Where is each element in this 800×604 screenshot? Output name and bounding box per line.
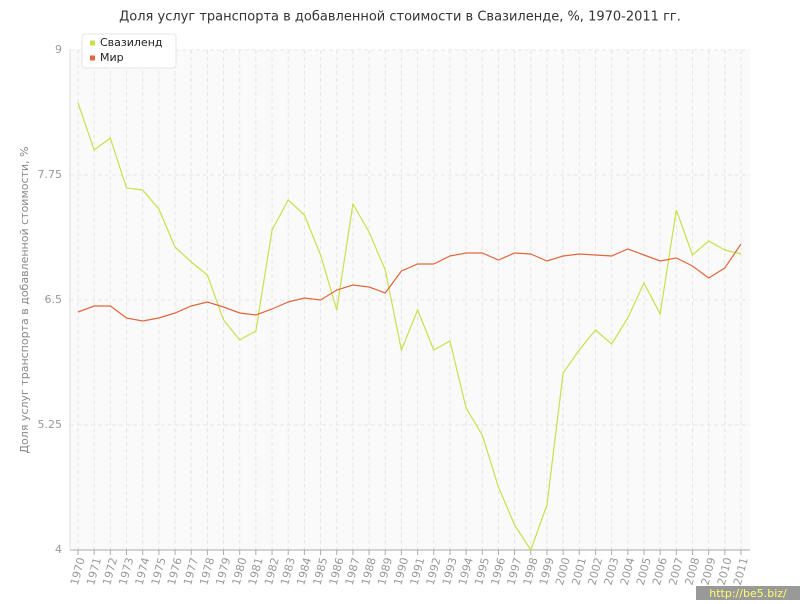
chart-title: Доля услуг транспорта в добавленной стои…: [119, 10, 681, 25]
series-line: [77, 102, 742, 552]
watermark: http://be5.biz/: [709, 587, 787, 600]
y-tick-label: 6.5: [45, 293, 63, 306]
legend-label: Свазиленд: [100, 36, 163, 49]
series-line: [77, 243, 742, 322]
y-tick-label: 4: [55, 543, 62, 556]
y-axis-label: Доля услуг транспорта в добавленной стои…: [18, 146, 31, 453]
y-tick-label: 9: [55, 43, 62, 56]
y-tick-label: 5.25: [38, 418, 63, 431]
legend-box: [81, 33, 177, 69]
y-tick-label: 7.75: [38, 168, 63, 181]
legend: Свазиленд Мир: [81, 33, 177, 69]
legend-swatch: [90, 55, 95, 61]
legend-swatch: [90, 40, 95, 46]
watermark-bg: [696, 586, 800, 600]
legend-label: Мир: [100, 51, 124, 64]
